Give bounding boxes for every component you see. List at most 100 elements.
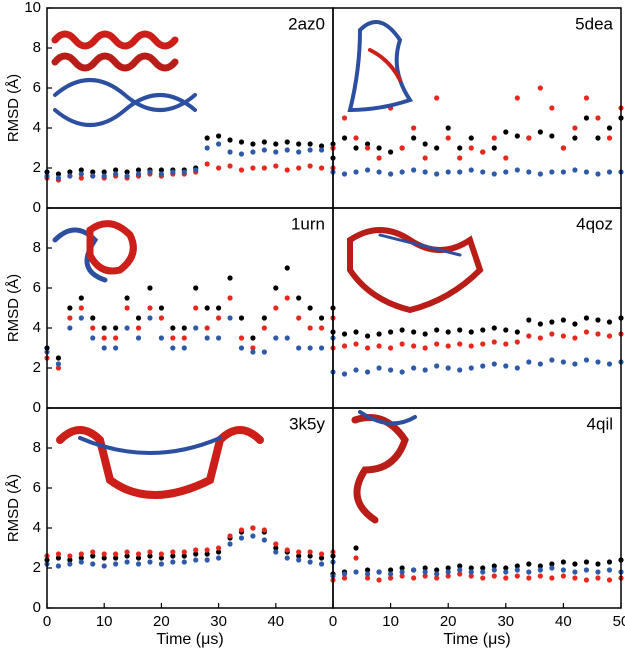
data-point: [399, 565, 405, 571]
data-point: [480, 565, 486, 571]
data-point: [135, 555, 142, 561]
data-point: [376, 365, 382, 371]
data-point: [491, 361, 497, 367]
data-point: [606, 361, 613, 367]
data-point: [595, 575, 601, 581]
data-point: [238, 335, 245, 341]
data-point: [503, 327, 509, 333]
data-point: [216, 555, 222, 561]
data-point: [572, 167, 578, 173]
data-point: [468, 569, 474, 575]
data-point: [445, 329, 451, 335]
data-point: [273, 305, 279, 311]
x-tick-label: 20: [440, 613, 457, 630]
y-tick-label: 8: [33, 439, 41, 456]
data-point: [67, 557, 73, 563]
data-point: [296, 345, 302, 351]
data-point: [90, 169, 96, 175]
data-point: [364, 141, 371, 147]
data-point: [296, 553, 302, 559]
data-point: [376, 331, 382, 337]
data-point: [284, 547, 290, 553]
data-point: [353, 341, 359, 347]
data-point: [434, 341, 440, 347]
data-point: [284, 335, 290, 341]
data-point: [307, 549, 313, 555]
data-point: [238, 151, 245, 157]
data-point: [261, 349, 267, 355]
data-point: [560, 567, 567, 573]
data-point: [90, 173, 96, 179]
data-point: [193, 557, 199, 563]
data-point: [514, 567, 520, 573]
data-point: [204, 547, 210, 553]
x-tick-label: 40: [267, 613, 284, 630]
y-tick-label: 8: [33, 239, 41, 256]
data-point: [526, 359, 532, 365]
data-point: [101, 325, 107, 331]
data-point: [572, 135, 578, 141]
data-point: [135, 335, 142, 341]
data-point: [526, 333, 532, 339]
data-point: [341, 371, 348, 377]
data-point: [170, 559, 176, 565]
data-point: [318, 315, 325, 321]
data-point: [341, 135, 348, 141]
panel-title: 4qoz: [576, 214, 613, 233]
data-point: [124, 549, 130, 555]
data-point: [537, 563, 543, 569]
data-point: [147, 285, 153, 291]
data-point: [376, 155, 382, 161]
data-point: [124, 173, 130, 179]
data-point: [55, 171, 62, 177]
data-point: [537, 171, 543, 177]
data-point: [364, 369, 371, 375]
data-point: [457, 367, 463, 373]
data-point: [364, 571, 371, 577]
data-point: [399, 341, 405, 347]
data-point: [158, 555, 164, 561]
panel-title: 2az0: [288, 14, 325, 33]
data-point: [491, 145, 497, 151]
data-point: [526, 317, 532, 323]
data-point: [307, 559, 313, 565]
data-point: [193, 325, 199, 331]
data-point: [560, 333, 567, 339]
data-point: [135, 171, 142, 177]
data-point: [388, 329, 394, 335]
data-point: [595, 171, 601, 177]
data-point: [341, 571, 348, 577]
data-point: [67, 553, 73, 559]
data-point: [445, 343, 451, 349]
y-tick-label: 6: [33, 279, 41, 296]
data-point: [606, 333, 613, 339]
data-point: [216, 335, 222, 341]
data-point: [434, 145, 440, 151]
data-point: [364, 167, 371, 173]
protein: [351, 414, 409, 524]
data-point: [514, 573, 520, 579]
data-point: [388, 171, 394, 177]
data-point: [90, 553, 96, 559]
data-point: [445, 135, 451, 141]
y-axis-label: RMSD (Å): [5, 274, 22, 342]
data-point: [238, 139, 245, 145]
x-tick-label: 0: [329, 613, 337, 630]
data-point: [422, 331, 428, 337]
data-point: [193, 285, 199, 291]
data-point: [341, 343, 348, 349]
data-point: [238, 345, 245, 351]
data-point: [181, 325, 187, 331]
data-point: [353, 169, 359, 175]
data-point: [537, 85, 543, 91]
data-point: [388, 575, 394, 581]
data-point: [606, 559, 613, 565]
data-point: [480, 149, 486, 155]
data-point: [261, 527, 267, 533]
data-point: [503, 341, 509, 347]
data-point: [113, 551, 119, 557]
data-point: [273, 541, 279, 547]
y-tick-label: 6: [33, 79, 41, 96]
data-point: [204, 557, 210, 563]
